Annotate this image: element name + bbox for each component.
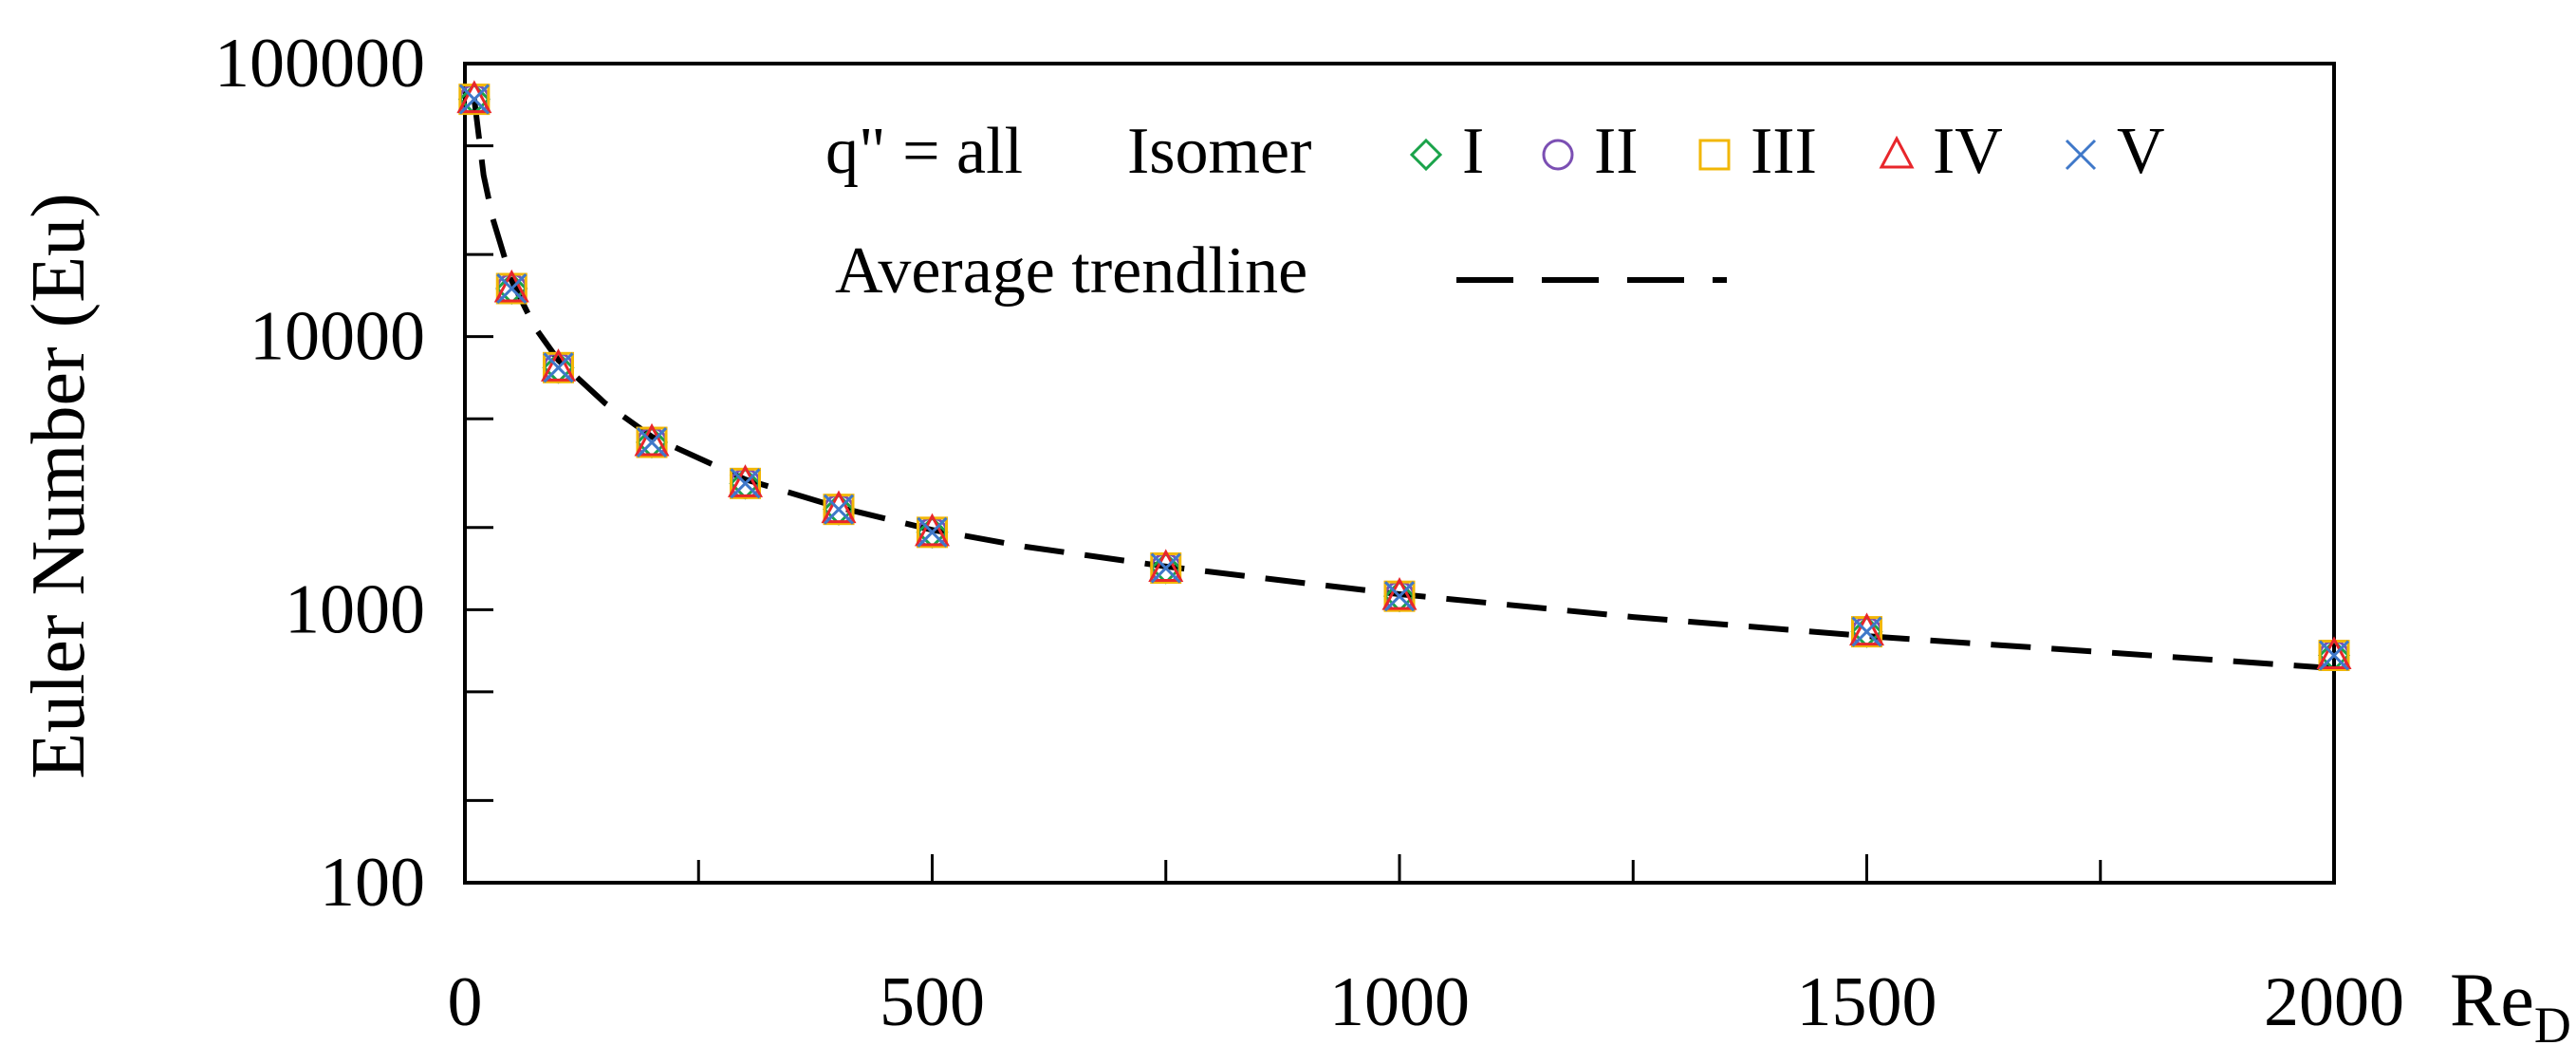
legend-marker-iii [1698, 139, 1731, 171]
series-iii [458, 84, 2350, 672]
cross-stroke [730, 468, 761, 499]
legend-label-iii: III [1751, 115, 1817, 188]
legend-label-v: V [2117, 115, 2165, 188]
legend-marker-v [2065, 139, 2097, 171]
data-point-iv [2316, 636, 2352, 670]
data-point-iv [821, 490, 857, 524]
series-iv [456, 80, 2352, 670]
legend-label-ii: II [1594, 115, 1639, 188]
x-axis-title-main: Re [2450, 959, 2534, 1042]
legend: q" = all Isomer I II III IV V Average trendl… [825, 115, 2165, 308]
legend-trend-label: Average trendline [835, 234, 1307, 308]
x-tick-label: 500 [880, 963, 985, 1041]
cross-stroke [636, 426, 668, 458]
x-tick-label: 2000 [2264, 963, 2404, 1041]
y-axis-title: Euler Number (Eu) [17, 193, 101, 779]
average-trendline [471, 99, 2335, 672]
data-point-iv [541, 348, 576, 382]
cross-stroke [496, 272, 528, 305]
cross-stroke [543, 352, 574, 383]
y-tick-label: 100 [320, 844, 425, 922]
data-markers [456, 80, 2352, 672]
plot-frame [463, 62, 2336, 885]
y-tick-label: 10000 [250, 298, 425, 376]
x-axis-title-subscript: D [2534, 997, 2571, 1054]
axes: 0 500 1000 1500 2000 100 1000 10000 100000 [214, 25, 2404, 1041]
data-point-v [458, 84, 490, 115]
x-tick-label: 1500 [1797, 963, 1937, 1041]
legend-condition: q" = all [825, 115, 1023, 188]
data-point-v [1383, 581, 1416, 612]
data-point-iv [915, 513, 950, 547]
series-v [458, 84, 2350, 671]
x-tick-label: 1000 [1329, 963, 1470, 1041]
x-axis-title: ReD [2450, 959, 2571, 1054]
data-point-iv [634, 422, 670, 457]
data-point-v [1150, 552, 1181, 584]
data-point-iv [493, 269, 529, 303]
data-point-v [730, 468, 761, 499]
cross-stroke [823, 494, 855, 525]
cross-stroke [458, 84, 490, 115]
data-point-iv [1381, 576, 1418, 610]
y-tick-label: 1000 [285, 570, 425, 648]
data-point-v [823, 494, 855, 525]
cross-stroke [917, 516, 948, 548]
data-point-v [2318, 640, 2350, 671]
data-point-v [543, 352, 574, 383]
legend-series-items: I II III IV V [1409, 115, 2165, 188]
legend-marker-iv [1879, 135, 1915, 169]
cross-stroke [2065, 139, 2097, 171]
cross-stroke [1383, 581, 1416, 612]
cross-stroke [1851, 616, 1882, 647]
legend-marker-i [1409, 138, 1443, 172]
data-point-iv [456, 80, 492, 114]
trendline-layer [471, 99, 2335, 672]
data-point-iv [728, 464, 763, 497]
data-point-v [636, 426, 668, 458]
legend-label-iv: IV [1933, 115, 2003, 188]
legend-label-i: I [1462, 115, 1484, 188]
y-tick-label: 100000 [214, 25, 425, 103]
cross-stroke [2318, 640, 2350, 671]
data-point-iv [1849, 612, 1884, 646]
legend-marker-ii [1542, 139, 1574, 171]
data-point-v [917, 516, 948, 548]
cross-stroke [1150, 552, 1181, 584]
legend-group-label: Isomer [1127, 115, 1311, 188]
data-point-v [496, 272, 528, 305]
data-point-v [1851, 616, 1882, 647]
x-tick-label: 0 [448, 963, 483, 1041]
data-point-iv [1148, 549, 1184, 583]
